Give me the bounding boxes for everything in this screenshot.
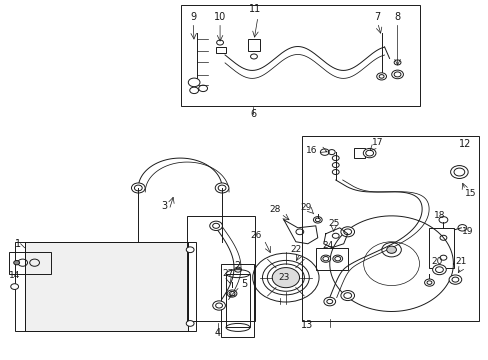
Circle shape <box>131 183 145 193</box>
Circle shape <box>376 73 386 80</box>
Text: 24: 24 <box>322 241 333 250</box>
Bar <box>221 264 253 337</box>
Circle shape <box>212 301 225 310</box>
Text: 14: 14 <box>9 271 20 280</box>
Bar <box>188 242 196 332</box>
Circle shape <box>340 291 354 301</box>
Circle shape <box>340 227 354 237</box>
Text: 8: 8 <box>394 12 400 22</box>
Bar <box>225 274 249 328</box>
Text: 4: 4 <box>215 328 221 338</box>
Text: 23: 23 <box>278 273 289 282</box>
Circle shape <box>332 255 342 262</box>
Text: 29: 29 <box>300 203 311 212</box>
Bar <box>353 148 364 158</box>
Circle shape <box>391 70 403 79</box>
Circle shape <box>186 247 194 253</box>
Text: 2: 2 <box>233 261 240 271</box>
Circle shape <box>313 217 322 223</box>
Circle shape <box>449 166 467 179</box>
Text: 13: 13 <box>300 320 312 330</box>
Circle shape <box>272 267 299 288</box>
Bar <box>428 228 453 268</box>
Text: 17: 17 <box>371 138 383 147</box>
Circle shape <box>186 320 194 326</box>
Circle shape <box>209 221 222 230</box>
Text: 11: 11 <box>248 4 261 14</box>
Text: 22: 22 <box>290 245 301 254</box>
Text: 15: 15 <box>464 189 475 198</box>
Circle shape <box>14 261 20 265</box>
Bar <box>24 242 188 332</box>
Bar <box>301 136 478 321</box>
Text: 1: 1 <box>15 239 20 249</box>
Text: 16: 16 <box>305 145 317 154</box>
Text: 19: 19 <box>461 227 472 236</box>
Bar <box>181 5 419 106</box>
Text: 7: 7 <box>374 12 380 22</box>
Bar <box>187 216 254 321</box>
Text: 12: 12 <box>458 139 470 149</box>
Circle shape <box>448 275 461 284</box>
Text: 25: 25 <box>327 219 339 228</box>
Circle shape <box>432 265 446 275</box>
Circle shape <box>11 284 19 289</box>
Circle shape <box>386 246 396 253</box>
Text: 10: 10 <box>214 12 226 22</box>
Circle shape <box>424 279 433 286</box>
Text: 27: 27 <box>222 269 233 278</box>
Bar <box>24 242 188 332</box>
Bar <box>315 248 347 270</box>
Text: 9: 9 <box>190 12 196 22</box>
Circle shape <box>320 255 330 262</box>
Bar <box>15 242 24 332</box>
Circle shape <box>227 290 236 297</box>
Text: 6: 6 <box>249 109 256 119</box>
Circle shape <box>323 297 335 306</box>
Text: 5: 5 <box>241 279 246 289</box>
Text: 3: 3 <box>161 201 167 211</box>
Bar <box>9 252 50 274</box>
Text: 21: 21 <box>455 257 466 266</box>
Bar <box>216 46 225 54</box>
Text: 18: 18 <box>433 211 444 220</box>
Bar <box>247 39 260 50</box>
Text: 28: 28 <box>269 206 280 215</box>
Circle shape <box>215 183 228 193</box>
Circle shape <box>188 78 200 87</box>
Text: 26: 26 <box>250 231 261 240</box>
Circle shape <box>363 148 375 158</box>
Text: 20: 20 <box>431 257 442 266</box>
